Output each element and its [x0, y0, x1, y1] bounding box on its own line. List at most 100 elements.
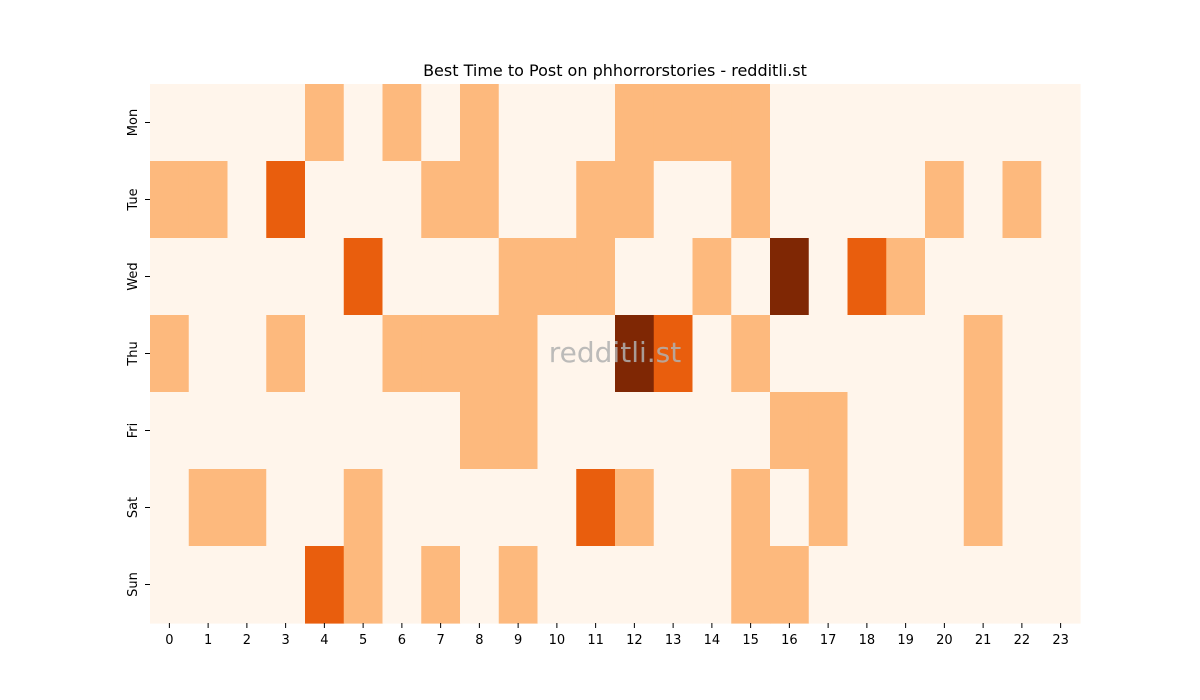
heatmap-cell [188, 84, 229, 162]
heatmap-cell [847, 238, 887, 316]
heatmap-cell [925, 315, 965, 393]
heatmap-cell [963, 238, 1004, 316]
heatmap-cell [421, 84, 461, 162]
heatmap-cell [1002, 315, 1042, 393]
heatmap-cell [925, 84, 965, 162]
heatmap-cell [537, 161, 577, 239]
heatmap-cell [576, 469, 616, 547]
heatmap-cell [808, 84, 849, 162]
heatmap-cell [460, 469, 500, 547]
heatmap-cell [1002, 238, 1042, 316]
heatmap-cell [188, 469, 229, 547]
heatmap-cell [1002, 84, 1042, 162]
heatmap-cell [343, 392, 384, 470]
heatmap-cell [925, 238, 965, 316]
heatmap-cell [150, 392, 190, 470]
heatmap-cell [847, 392, 887, 470]
heatmap-cell [731, 84, 771, 162]
heatmap-cell [692, 315, 732, 393]
x-tick-label: 13 [665, 633, 682, 648]
heatmap-cell [343, 84, 384, 162]
heatmap-cell [227, 238, 267, 316]
heatmap-cell [498, 392, 539, 470]
heatmap-cell [227, 469, 267, 547]
heatmap-cell [1002, 546, 1042, 624]
x-tick-label: 23 [1052, 633, 1069, 648]
heatmap-cell [808, 238, 849, 316]
y-tick-label: Wed [126, 262, 141, 290]
heatmap-cell [150, 469, 190, 547]
heatmap-cell [615, 546, 655, 624]
heatmap-cell [150, 161, 190, 239]
heatmap-cell [615, 238, 655, 316]
heatmap-cell [615, 469, 655, 547]
heatmap-cell [421, 238, 461, 316]
y-tick-label: Mon [126, 109, 141, 136]
x-tick-label: 11 [587, 633, 604, 648]
heatmap-cell [1041, 546, 1081, 624]
heatmap-cell [731, 469, 771, 547]
heatmap-cell [808, 161, 849, 239]
heatmap-cell [886, 315, 926, 393]
heatmap-cell [1041, 161, 1081, 239]
heatmap-cell [847, 315, 887, 393]
heatmap-cell [925, 469, 965, 547]
heatmap-cell [576, 84, 616, 162]
x-tick-label: 4 [320, 633, 328, 648]
heatmap-cell [460, 392, 500, 470]
heatmap-cell [925, 161, 965, 239]
heatmap-cell [460, 238, 500, 316]
x-tick-label: 22 [1014, 633, 1031, 648]
heatmap-cell [576, 161, 616, 239]
heatmap-cell [886, 546, 926, 624]
heatmap-cell [382, 469, 422, 547]
x-tick-label: 18 [859, 633, 876, 648]
x-tick-label: 3 [281, 633, 289, 648]
heatmap-cell [615, 84, 655, 162]
heatmap-cell [227, 161, 267, 239]
heatmap-cell [266, 392, 306, 470]
heatmap-cell [1041, 315, 1081, 393]
heatmap-cell [692, 238, 732, 316]
heatmap-cell [343, 546, 384, 624]
heatmap-cell [576, 392, 616, 470]
y-tick-label: Tue [126, 188, 141, 211]
heatmap-cell [808, 392, 849, 470]
heatmap-cell [1002, 161, 1042, 239]
heatmap-cell [382, 546, 422, 624]
heatmap-cell [847, 84, 887, 162]
heatmap-cell [692, 546, 732, 624]
heatmap-cell [847, 546, 887, 624]
heatmap-cell [576, 238, 616, 316]
heatmap-cell [925, 546, 965, 624]
heatmap-cell [770, 84, 810, 162]
x-tick-label: 12 [626, 633, 643, 648]
heatmap-cell [188, 238, 229, 316]
heatmap-cell [188, 546, 229, 624]
heatmap-cell [498, 84, 539, 162]
heatmap-cell [421, 315, 461, 393]
x-tick-label: 6 [398, 633, 406, 648]
heatmap-cell [731, 161, 771, 239]
x-tick-label: 21 [975, 633, 992, 648]
heatmap-cell [653, 238, 694, 316]
heatmap-cell [537, 546, 577, 624]
x-tick-label: 0 [165, 633, 173, 648]
heatmap-cell [615, 161, 655, 239]
heatmap-cell [770, 546, 810, 624]
heatmap-cell [266, 161, 306, 239]
x-tick-label: 14 [704, 633, 721, 648]
heatmap-cell [886, 161, 926, 239]
heatmap-cell [963, 315, 1004, 393]
heatmap-cell [963, 161, 1004, 239]
heatmap-cell [653, 392, 694, 470]
heatmap-cell [305, 84, 345, 162]
heatmap-cell [150, 315, 190, 393]
heatmap-cell [266, 469, 306, 547]
heatmap-cell [963, 546, 1004, 624]
heatmap-cell [808, 469, 849, 547]
heatmap-cell [382, 161, 422, 239]
heatmap-cell [421, 469, 461, 547]
heatmap-cell [421, 392, 461, 470]
